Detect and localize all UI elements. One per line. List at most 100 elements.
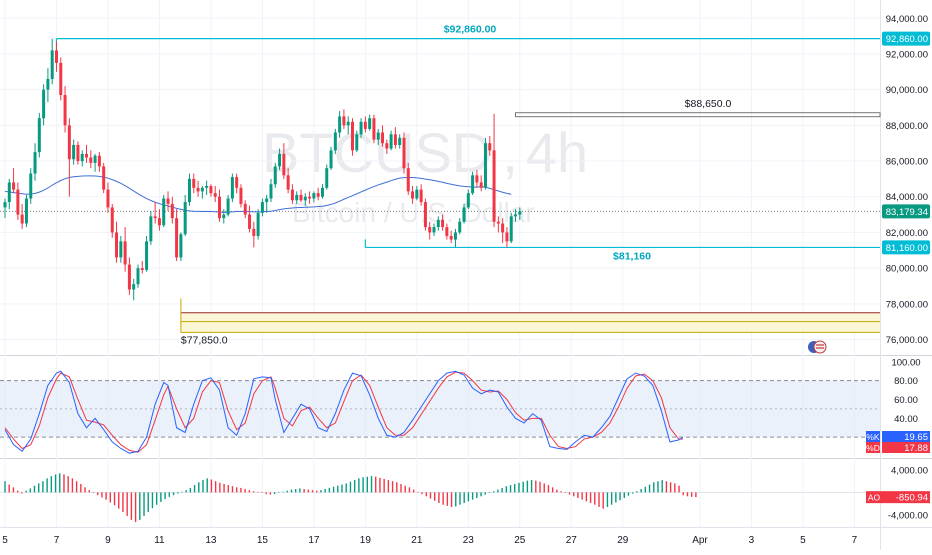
candle-body xyxy=(402,137,406,169)
y-tick-label: 100.00 xyxy=(891,357,920,368)
low-zone-label: $77,850.0 xyxy=(181,334,228,346)
candle-body xyxy=(282,153,286,176)
candle-body xyxy=(85,153,89,158)
candle-body xyxy=(466,193,470,208)
support-zone xyxy=(180,312,880,333)
candle-body xyxy=(333,132,337,151)
stochastic-series-tag xyxy=(866,442,880,453)
candle-body xyxy=(72,144,76,160)
candle-body xyxy=(89,157,93,163)
candle-body xyxy=(239,187,243,204)
candle-body xyxy=(20,214,24,224)
y-tick-label: 90,000.00 xyxy=(886,85,928,96)
candle-body xyxy=(16,189,20,215)
watermark-symbol: BTCUSD, 4h xyxy=(262,121,588,184)
ao-pane[interactable] xyxy=(0,459,880,527)
candle-body xyxy=(12,182,16,190)
last-price-badge xyxy=(882,204,930,219)
candle-body xyxy=(157,218,161,226)
x-tick-label: 17 xyxy=(308,535,320,546)
range-low-label: $81,160 xyxy=(613,250,651,262)
range-high-band xyxy=(515,112,881,118)
x-tick-label: 11 xyxy=(154,535,165,546)
candle-body xyxy=(222,214,226,219)
candle-body xyxy=(411,191,415,199)
candle-body xyxy=(488,143,492,151)
candle-body xyxy=(115,232,119,258)
candle-body xyxy=(218,196,221,219)
candle-body xyxy=(423,202,427,228)
last-price-badge-text: 83,179.34 xyxy=(886,207,928,218)
candle-body xyxy=(205,186,209,188)
candle-body xyxy=(102,166,106,190)
range-high-label: $88,650.0 xyxy=(685,98,732,110)
x-tick-label: 21 xyxy=(411,535,423,546)
candle-body xyxy=(76,144,80,162)
ao-tag-text: AO xyxy=(868,493,881,503)
stochastic-value-text: 17.88 xyxy=(904,443,928,454)
x-tick-label: 9 xyxy=(105,535,111,546)
candle-body xyxy=(475,175,479,183)
candle-body xyxy=(29,173,33,199)
candle-body xyxy=(350,121,354,151)
candle-body xyxy=(308,196,312,199)
x-tick-label: 5 xyxy=(2,535,8,546)
candle-body xyxy=(7,182,11,203)
candle-body xyxy=(54,50,58,63)
candle-body xyxy=(50,50,54,79)
candle-body xyxy=(123,241,127,265)
candle-body xyxy=(359,121,363,135)
candle-body xyxy=(492,150,496,222)
candle-body xyxy=(235,177,239,188)
stochastic-value-badge xyxy=(882,442,930,453)
top-level-badge xyxy=(882,31,930,46)
candle-body xyxy=(132,284,136,290)
candle-body xyxy=(183,202,187,235)
candle-body xyxy=(295,194,299,201)
candle-body xyxy=(419,189,423,203)
y-tick-label: 78,000.00 xyxy=(886,299,928,310)
candle-body xyxy=(273,166,277,185)
candle-body xyxy=(187,178,191,203)
y-tick-label: -4,000.00 xyxy=(888,510,928,521)
candle-body xyxy=(256,212,260,236)
candle-body xyxy=(518,211,522,215)
y-tick-label: 88,000.00 xyxy=(886,121,928,132)
candle-body xyxy=(196,187,200,192)
candle-body xyxy=(483,143,487,188)
candle-body xyxy=(389,134,393,149)
x-tick-label: 27 xyxy=(566,535,578,546)
candle-body xyxy=(175,218,179,258)
candle-body xyxy=(269,184,273,199)
candle-body xyxy=(110,207,114,233)
candle-body xyxy=(67,125,71,160)
candle-body xyxy=(243,203,247,215)
range-low-badge-text: 81,160.00 xyxy=(886,243,928,254)
candle-body xyxy=(119,241,123,258)
candle-body xyxy=(153,216,157,219)
candle-body xyxy=(342,116,346,126)
stochastic-value-badge xyxy=(882,431,930,442)
candle-body xyxy=(46,78,50,90)
candle-body xyxy=(209,186,213,194)
candle-body xyxy=(59,62,63,96)
price-pane[interactable] xyxy=(0,0,880,355)
candle-body xyxy=(166,198,170,204)
x-tick-label: 23 xyxy=(463,535,475,546)
candle-body xyxy=(376,132,380,140)
candle-body xyxy=(37,118,41,153)
y-tick-label: 92,000.00 xyxy=(886,49,928,60)
stochastic-value-text: 19.65 xyxy=(904,432,928,443)
ao-value-badge xyxy=(882,491,930,504)
candle-body xyxy=(329,150,333,169)
y-tick-label: 82,000.00 xyxy=(886,228,928,239)
y-tick-label: 76,000.00 xyxy=(886,335,928,346)
stochastic-series-tag xyxy=(866,431,880,442)
candle-body xyxy=(192,178,196,188)
candle-body xyxy=(415,189,419,199)
candle-body xyxy=(200,187,204,192)
candle-body xyxy=(393,134,397,145)
candle-body xyxy=(303,196,307,201)
range-low-badge xyxy=(882,240,930,255)
